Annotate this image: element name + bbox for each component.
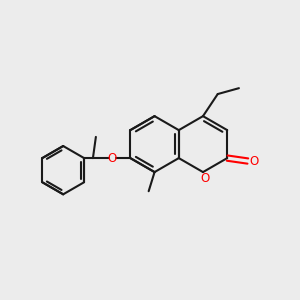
Text: O: O — [107, 152, 117, 165]
Text: O: O — [250, 154, 259, 167]
Text: O: O — [200, 172, 210, 185]
